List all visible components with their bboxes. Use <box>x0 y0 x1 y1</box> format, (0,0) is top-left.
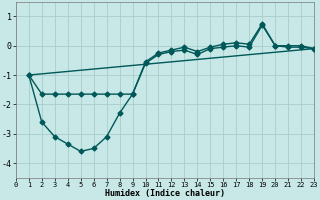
X-axis label: Humidex (Indice chaleur): Humidex (Indice chaleur) <box>105 189 225 198</box>
